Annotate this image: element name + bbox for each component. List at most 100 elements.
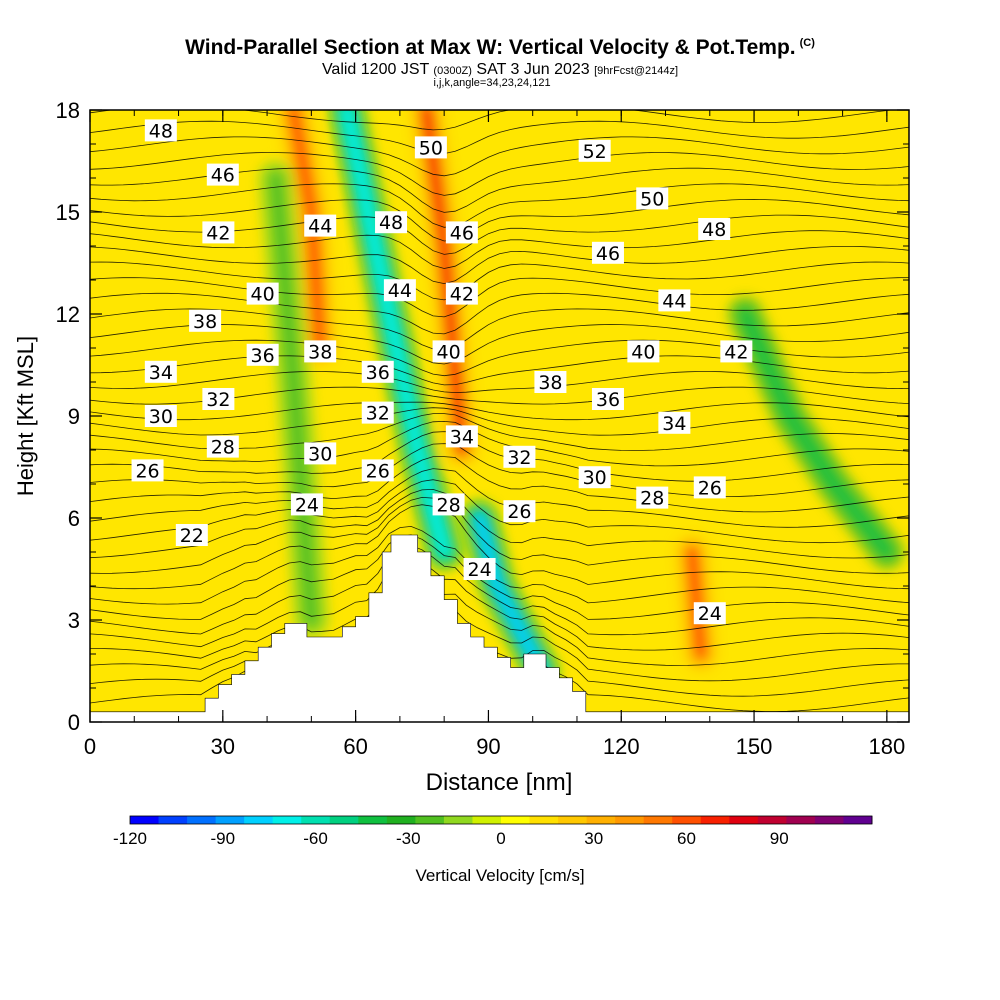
isentrope-line — [90, 431, 909, 482]
colorbar-bin — [757, 816, 787, 824]
isentrope-line — [90, 292, 909, 335]
isentrope-line — [90, 110, 894, 131]
terrain-mask — [89, 534, 910, 723]
isentrope-line — [90, 136, 909, 177]
isentrope-line — [90, 120, 909, 155]
chart-subtitle: Valid 1200 JST (0300Z) SAT 3 Jun 2023 [9… — [0, 61, 1000, 79]
theta-label-box — [578, 139, 611, 162]
theta-label-box — [636, 187, 669, 210]
isentrope-line — [90, 407, 909, 436]
theta-label-box — [383, 279, 416, 302]
theta-label-text: 30 — [308, 443, 332, 465]
theta-label-text: 44 — [308, 216, 332, 238]
theta-label-box — [206, 163, 239, 186]
theta-label-box — [246, 343, 279, 366]
theta-label-text: 52 — [583, 141, 607, 163]
theta-label: 32 — [202, 388, 235, 411]
theta-label-text: 48 — [379, 212, 403, 234]
colorbar-bin — [130, 816, 160, 824]
colorbar-bin — [301, 816, 331, 824]
colorbar-bin — [501, 816, 531, 824]
theta-label-box — [131, 459, 164, 482]
theta-label-box — [720, 340, 753, 363]
isentrope-line — [90, 355, 909, 386]
isentrope-line — [90, 261, 909, 301]
colorbar-bin — [187, 816, 217, 824]
theta-label-box — [304, 214, 337, 237]
theta-label: 48 — [698, 218, 731, 241]
theta-label-box — [578, 466, 611, 489]
x-axis-label: Distance [nm] — [426, 769, 573, 796]
theta-label-text: 36 — [596, 389, 620, 411]
colorbar-bin — [358, 816, 388, 824]
isentrope-line — [90, 198, 909, 242]
colorbar-bin — [558, 816, 588, 824]
theta-label: 36 — [246, 343, 279, 367]
isentrope-line — [90, 420, 909, 467]
theta-label-box — [627, 340, 660, 363]
isentrope-line — [90, 479, 909, 544]
colorbar-bin — [329, 816, 359, 824]
theta-label: 36 — [361, 360, 394, 384]
theta-label-box — [189, 309, 222, 332]
colorbar-bin — [643, 816, 673, 824]
theta-label: 28 — [432, 493, 465, 516]
x-tick-label: 180 — [869, 734, 906, 759]
isentrope-line — [90, 534, 909, 620]
isentrope-line — [90, 90, 909, 107]
theta-label: 46 — [591, 241, 624, 265]
theta-label-text: 24 — [295, 494, 319, 516]
theta-label-text: 34 — [149, 362, 173, 384]
valid-date: SAT 3 Jun 2023 — [476, 61, 590, 78]
y-tick-label: 3 — [68, 608, 80, 633]
theta-label-box — [445, 425, 478, 448]
theta-label-text: 44 — [662, 290, 686, 312]
colorbar-bin — [672, 816, 702, 824]
theta-label-text: 42 — [206, 222, 230, 244]
theta-label-box — [658, 289, 691, 312]
section-indices: i,j,k,angle=34,23,24,121 — [433, 77, 551, 89]
isentrope-line — [90, 468, 909, 528]
theta-label: 24 — [463, 558, 496, 581]
isentrope-line — [90, 504, 909, 590]
theta-label-box — [445, 221, 478, 244]
colorbar-bin — [814, 816, 844, 824]
theta-label: 38 — [304, 340, 337, 363]
theta-label-box — [432, 493, 465, 516]
theta-label-box — [206, 435, 239, 458]
colorbar-bin — [843, 816, 873, 824]
colorbar-tick-label: 0 — [496, 829, 505, 848]
theta-label-text: 32 — [507, 447, 531, 469]
isentrope-line — [90, 456, 909, 513]
colorbar-label: Vertical Velocity [cm/s] — [415, 866, 584, 885]
theta-label-text: 34 — [450, 426, 474, 448]
theta-label-text: 46 — [596, 243, 620, 265]
isentrope-line — [90, 488, 909, 559]
theta-label-text: 28 — [640, 488, 664, 510]
x-tick-label: 0 — [84, 734, 96, 759]
isentrope-line — [90, 371, 909, 394]
isentrope-line — [90, 308, 909, 351]
theta-label-text: 38 — [538, 372, 562, 394]
theta-label-text: 34 — [662, 413, 686, 435]
y-tick-label: 18 — [56, 98, 80, 123]
theta-label: 42 — [445, 282, 478, 306]
colorbar-tick-label: 90 — [770, 829, 789, 848]
theta-label: 28 — [636, 486, 669, 510]
theta-label-text: 40 — [631, 341, 655, 363]
x-tick-label: 60 — [343, 734, 367, 759]
colorbar-tick-label: -120 — [113, 829, 147, 848]
isentrope-line — [90, 277, 909, 318]
isentrope-line — [90, 544, 909, 636]
y-tick-label: 0 — [68, 710, 80, 735]
y-tick-label: 15 — [56, 200, 80, 225]
colorbar-bin — [529, 816, 559, 824]
colorbar-bin — [244, 816, 274, 824]
theta-label-box — [636, 486, 669, 509]
theta-label-text: 28 — [211, 437, 235, 459]
forecast-info: [9hrFcst@2144z] — [594, 65, 679, 77]
isentrope-line — [90, 587, 909, 682]
colorbar-bin — [700, 816, 730, 824]
w-feature-core — [738, 307, 894, 559]
theta-label-text: 36 — [251, 345, 275, 367]
